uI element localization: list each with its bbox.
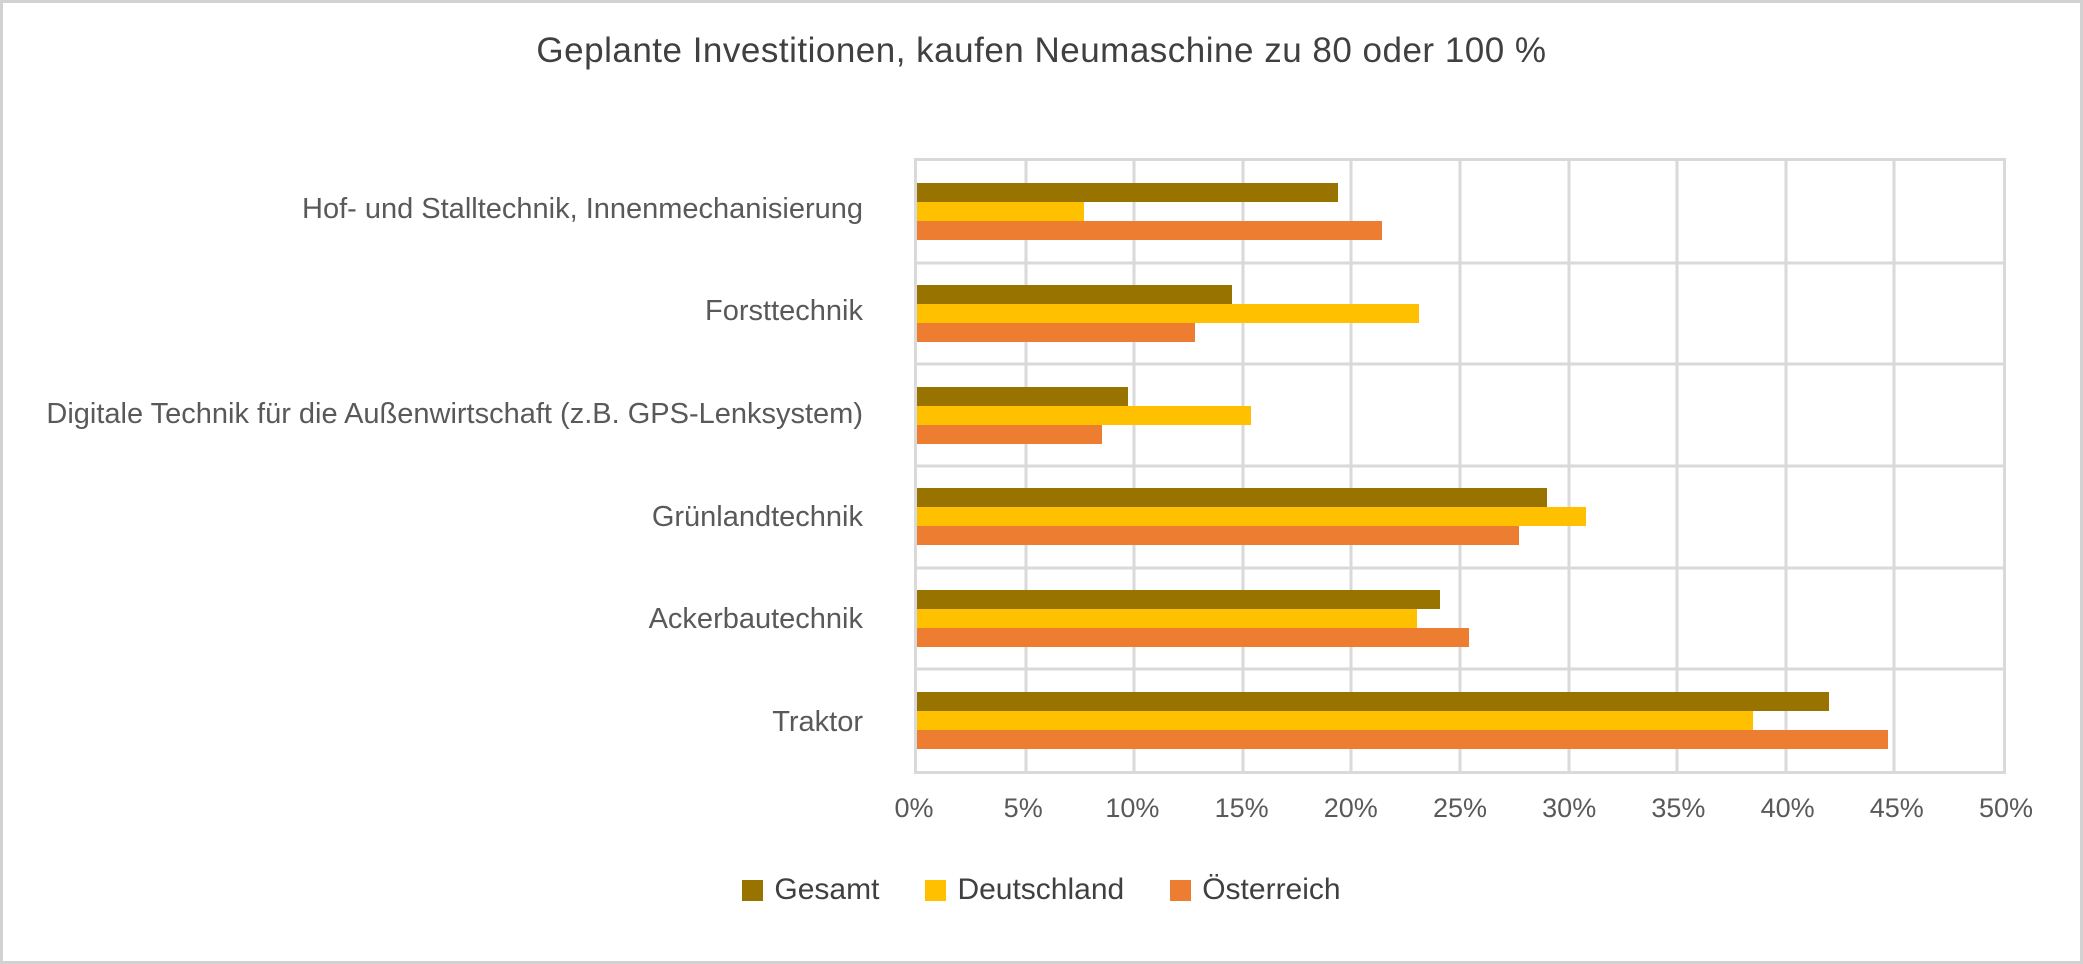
category-row <box>917 161 2003 263</box>
category-label: Grünlandtechnik <box>651 500 863 533</box>
bar-gesamt <box>917 386 1128 406</box>
plot-area <box>914 158 2006 774</box>
x-tick-label: 20% <box>1323 793 1378 823</box>
bar-deutschland <box>917 507 1586 527</box>
bar-gesamt <box>917 691 1830 711</box>
category-label: Hof- und Stalltechnik, Innenmechanisieru… <box>302 192 863 225</box>
category-row <box>917 568 2003 670</box>
category-row <box>917 466 2003 568</box>
gridline <box>917 464 2003 468</box>
bar-deutschland <box>917 710 1754 730</box>
gridline <box>917 566 2003 570</box>
category-label: Forsttechnik <box>705 295 863 328</box>
bar-deutschland <box>917 303 1419 323</box>
legend-swatch <box>925 879 947 901</box>
legend: Gesamt Deutschland Österreich <box>3 865 2080 915</box>
legend-swatch <box>1170 879 1192 901</box>
gridline <box>917 261 2003 265</box>
x-tick-label: 40% <box>1760 793 1815 823</box>
chart-title: Geplante Investitionen, kaufen Neumaschi… <box>536 31 1547 70</box>
bar-österreich <box>917 322 1196 342</box>
x-tick-label: 10% <box>1105 793 1160 823</box>
bar-gesamt <box>917 183 1339 203</box>
category-row <box>917 263 2003 365</box>
legend-item: Gesamt <box>742 873 879 907</box>
legend-label: Österreich <box>1202 873 1341 906</box>
category-label: Ackerbautechnik <box>648 603 863 636</box>
x-tick-label: 30% <box>1542 793 1597 823</box>
bar-gesamt <box>917 488 1547 508</box>
x-tick-label: 25% <box>1432 793 1488 823</box>
x-tick-label: 15% <box>1214 793 1269 823</box>
x-tick-label: 45% <box>1869 793 1924 823</box>
bar-deutschland <box>917 405 1252 425</box>
x-tick-label: 0% <box>894 793 934 823</box>
category-row <box>917 669 2003 771</box>
bar-deutschland <box>917 202 1085 222</box>
legend-swatch <box>742 879 764 901</box>
bar-österreich <box>917 424 1102 444</box>
gridline <box>917 667 2003 671</box>
legend-label: Gesamt <box>774 873 880 906</box>
bar-österreich <box>917 526 1519 546</box>
bar-österreich <box>917 729 1888 749</box>
gridline <box>917 362 2003 366</box>
bar-gesamt <box>917 589 1441 609</box>
bar-gesamt <box>917 284 1232 304</box>
x-axis: 0% 5% 10% 15% 20% 25% 30% 35% 40% 45% 50% <box>894 793 2033 833</box>
legend-label: Deutschland <box>957 873 1125 906</box>
bar-deutschland <box>917 608 1417 628</box>
category-label: Traktor <box>772 705 863 738</box>
category-axis-labels: Hof- und Stalltechnik, Innenmechanisieru… <box>3 158 889 774</box>
legend-item: Österreich <box>1170 873 1341 907</box>
x-tick-label: 35% <box>1651 793 1706 823</box>
x-tick-label: 5% <box>1003 793 1043 823</box>
bar-österreich <box>917 627 1469 647</box>
category-row <box>917 364 2003 466</box>
legend-item: Deutschland <box>925 873 1124 907</box>
x-tick-label: 50% <box>1978 793 2034 823</box>
bar-österreich <box>917 221 1382 241</box>
category-label: Digitale Technik für die Außenwirtschaft… <box>46 397 863 430</box>
